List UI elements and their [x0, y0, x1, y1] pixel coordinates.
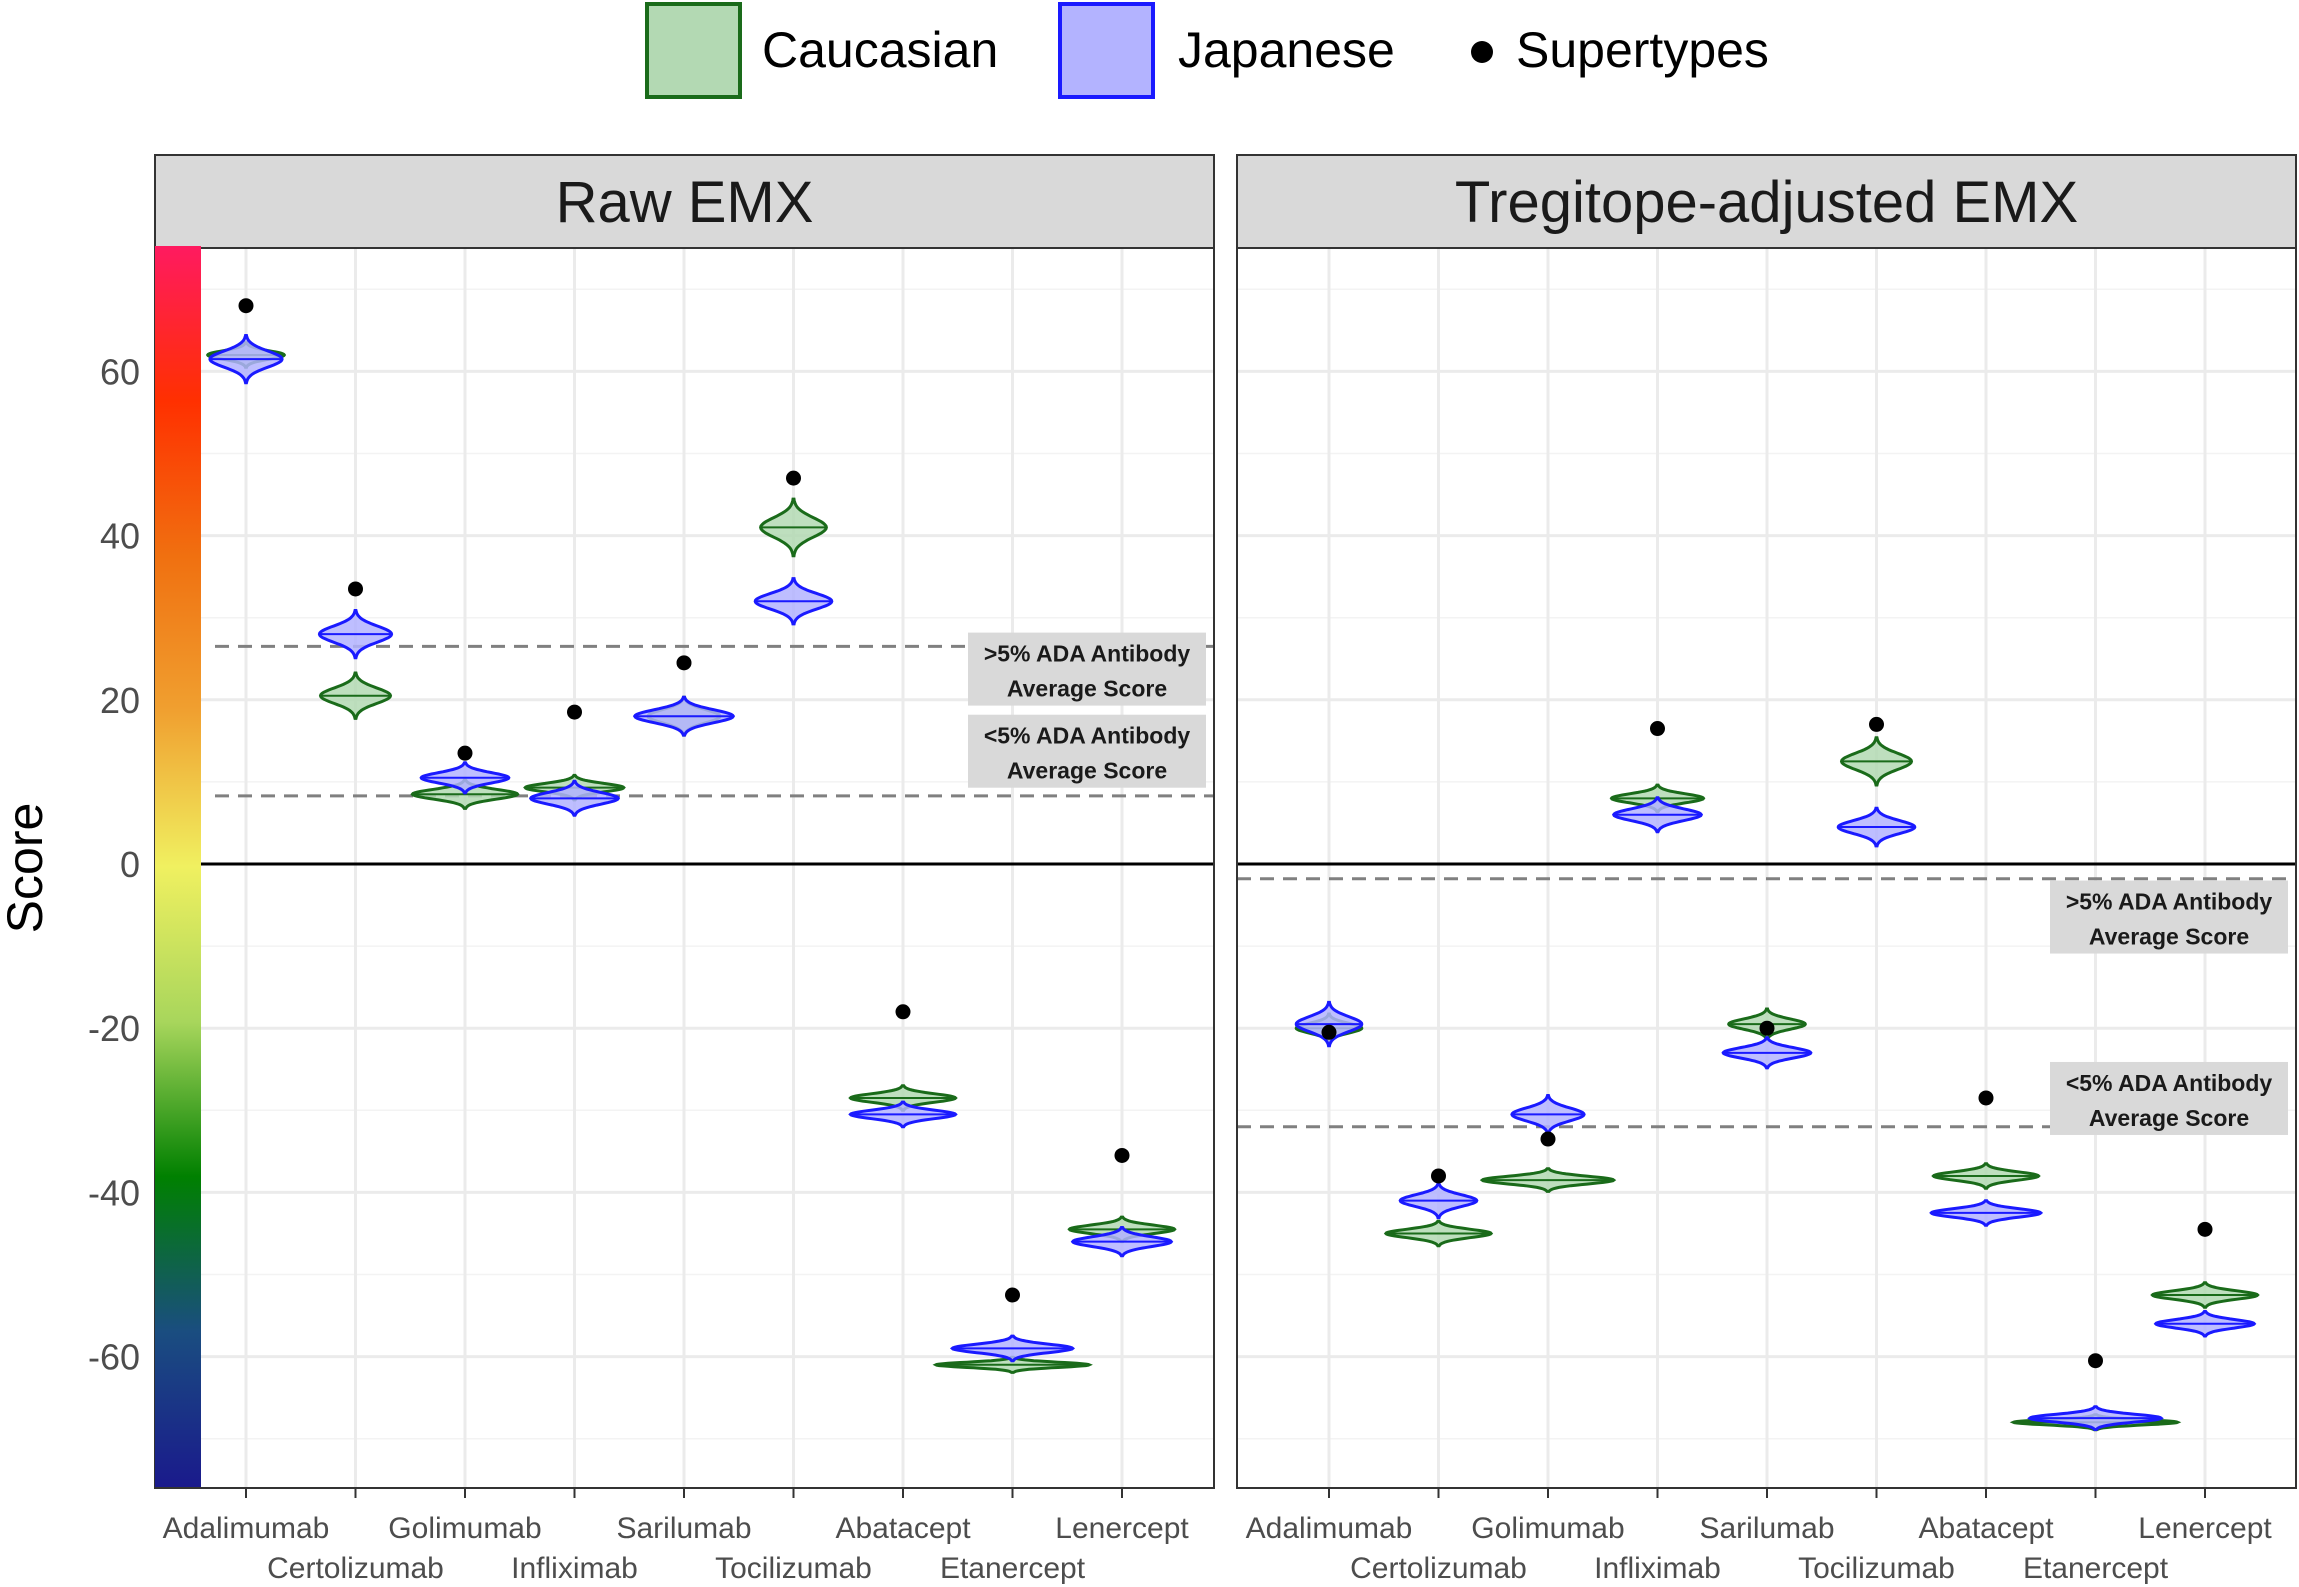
- x-tick-label: Lenercept: [2138, 1512, 2272, 1545]
- supertype-point: [2197, 1221, 2213, 1237]
- x-tick-label: Sarilumab: [1699, 1512, 1834, 1545]
- legend-label-japanese: Japanese: [1178, 22, 1395, 78]
- x-tick-label: Adalimumab: [1246, 1512, 1413, 1545]
- supertype-points: [238, 298, 1130, 1303]
- x-tick-label: Etanercept: [940, 1552, 1086, 1585]
- ann-box-low: [2050, 1061, 2288, 1135]
- ann-low-line2: Average Score: [1007, 758, 1167, 784]
- ann-box-high: [968, 632, 1206, 706]
- ann-high-line1: >5% ADA Antibody: [984, 641, 1191, 667]
- gridlines: [1237, 248, 2296, 1488]
- x-tick-label: Abatacept: [1918, 1512, 2054, 1545]
- panel-strip: [1236, 154, 2297, 249]
- x-tick-label: Adalimumab: [163, 1512, 330, 1545]
- supertype-point: [1978, 1090, 1994, 1106]
- panel-raw-emx: Raw EMX >5% ADA Antibody Average Score <…: [154, 154, 1215, 1585]
- supertype-point: [2088, 1353, 2103, 1369]
- x-tick-label: Etanercept: [2023, 1552, 2169, 1585]
- score-colorbar: [155, 246, 201, 1487]
- x-tick-label: Certolizumab: [267, 1552, 444, 1585]
- supertype-point: [457, 745, 473, 761]
- panel-tregitope-adjusted-emx: Tregitope-adjusted EMX >5% ADA Antibody …: [1236, 154, 2297, 1585]
- y-tick-label: 40: [100, 516, 140, 557]
- supertype-point: [1114, 1147, 1130, 1163]
- x-tick-label: Certolizumab: [1350, 1552, 1527, 1585]
- legend-label-supertypes: Supertypes: [1516, 22, 1769, 78]
- x-tick-label: Sarilumab: [616, 1512, 751, 1545]
- ann-low-line1: <5% ADA Antibody: [984, 723, 1191, 749]
- supertype-point: [567, 704, 582, 720]
- legend-key-caucasian: [645, 2, 742, 99]
- x-tick-label: Infliximab: [1594, 1552, 1721, 1585]
- x-tick-label: Tocilizumab: [1798, 1552, 1955, 1585]
- ann-box-high: [2050, 880, 2288, 954]
- x-tick-label: Tocilizumab: [715, 1552, 872, 1585]
- ann-high-line2: Average Score: [2089, 924, 2249, 950]
- violins: [1294, 736, 2260, 1432]
- y-tick-label: 20: [100, 680, 140, 721]
- y-axis-label: Score: [0, 803, 53, 934]
- supertype-point: [786, 470, 801, 486]
- x-tick-label: Golimumab: [1471, 1512, 1624, 1545]
- x-tick-label: Golimumab: [388, 1512, 541, 1545]
- y-tick-label: -60: [88, 1337, 140, 1378]
- y-tick-label: -20: [88, 1008, 140, 1049]
- supertype-point: [1869, 716, 1884, 732]
- violins: [205, 334, 1177, 1374]
- legend-label-caucasian: Caucasian: [762, 22, 998, 78]
- ann-box-low: [968, 714, 1206, 788]
- gridlines: [155, 248, 1214, 1488]
- y-tick-label: 0: [120, 844, 140, 885]
- supertype-point: [348, 581, 363, 597]
- threshold-annotations: >5% ADA Antibody Average Score <5% ADA A…: [2050, 880, 2288, 1135]
- legend-key-supertypes: [1471, 41, 1493, 63]
- supertype-points: [1321, 716, 2213, 1369]
- supertype-point: [238, 298, 254, 314]
- supertype-point: [1431, 1168, 1446, 1184]
- panel-strip: [154, 154, 1215, 249]
- ann-high-line2: Average Score: [1007, 676, 1167, 702]
- legend-key-japanese: [1058, 2, 1155, 99]
- threshold-annotations: >5% ADA Antibody Average Score <5% ADA A…: [968, 632, 1206, 788]
- supertype-point: [676, 655, 692, 671]
- legend: Caucasian Japanese Supertypes: [645, 2, 1769, 99]
- supertype-point: [1759, 1020, 1775, 1036]
- x-axis: Adalimumab Certolizumab Golimumab Inflixima…: [163, 1488, 1189, 1585]
- supertype-point: [895, 1004, 911, 1020]
- supertype-point: [1321, 1024, 1337, 1040]
- panel-title: Raw EMX: [556, 170, 814, 235]
- x-tick-label: Lenercept: [1055, 1512, 1189, 1545]
- y-tick-label: -40: [88, 1172, 140, 1213]
- ann-low-line1: <5% ADA Antibody: [2066, 1070, 2273, 1096]
- ann-high-line1: >5% ADA Antibody: [2066, 889, 2273, 915]
- supertype-point: [1650, 721, 1665, 737]
- supertype-point: [1540, 1131, 1556, 1147]
- supertype-point: [1005, 1287, 1020, 1303]
- ann-low-line2: Average Score: [2089, 1105, 2249, 1131]
- y-tick-labels: -60 -40 -20 0 20 40 60: [88, 351, 140, 1377]
- x-tick-label: Abatacept: [835, 1512, 971, 1545]
- panel-title: Tregitope-adjusted EMX: [1455, 170, 2078, 235]
- x-axis: Adalimumab Certolizumab Golimumab Inflixima…: [1246, 1488, 2272, 1585]
- y-tick-label: 60: [100, 351, 140, 392]
- x-tick-label: Infliximab: [511, 1552, 638, 1585]
